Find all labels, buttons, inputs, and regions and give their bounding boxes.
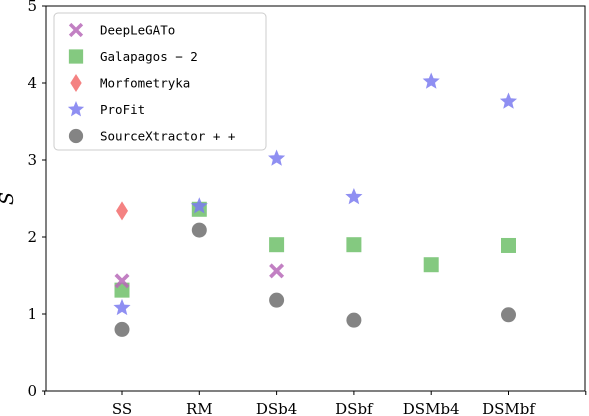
legend-marker-diamond <box>70 73 82 93</box>
plot-area <box>45 5 586 392</box>
data-point-circle <box>114 321 130 337</box>
data-point-circle <box>501 307 516 323</box>
legend-marker-square <box>68 49 84 64</box>
legend-marker-circle <box>68 128 84 144</box>
y-axis-title: S <box>0 192 18 205</box>
y-tick-label: 4 <box>27 74 37 92</box>
data-point-star <box>499 92 518 109</box>
data-point-x <box>269 263 285 279</box>
data-point-star <box>113 298 131 316</box>
x-tick-label: DSb4 <box>256 400 297 416</box>
data-point-square <box>346 237 362 253</box>
data-point-star <box>190 197 208 214</box>
data-point-circle <box>269 292 285 308</box>
y-tick-label: 1 <box>27 305 37 323</box>
legend-label: Morfometryka <box>100 76 190 91</box>
legend-label: Galapagos − 2 <box>100 49 198 64</box>
data-point-circle <box>191 222 207 238</box>
x-tick-label: RM <box>186 400 213 416</box>
legend-box <box>53 12 267 151</box>
data-point-diamond <box>116 201 128 221</box>
data-point-square <box>501 237 516 253</box>
plot-frame <box>45 5 586 392</box>
data-point-square <box>423 257 439 273</box>
data-point-star <box>422 72 440 89</box>
y-tick-label: 3 <box>27 151 37 169</box>
data-point-star <box>345 187 363 205</box>
data-markers <box>113 72 518 337</box>
legend-label: ProFit <box>100 102 145 117</box>
legend-label: SourceXtractor + + <box>100 129 235 144</box>
data-point-x <box>114 273 130 289</box>
y-tick-label: 0 <box>27 382 37 400</box>
x-tick-label: DSbf <box>335 400 374 416</box>
data-point-square <box>269 237 285 253</box>
legend: DeepLeGATo Galapagos − 2 Morfometryka ProFi… <box>53 12 267 151</box>
x-tick-label: DSMbf <box>482 400 536 416</box>
data-point-star <box>268 149 286 166</box>
data-point-circle <box>346 312 362 328</box>
y-tick-label: 2 <box>27 228 37 246</box>
x-tick-label: SS <box>112 400 132 416</box>
y-tick-label: 5 <box>27 0 37 15</box>
x-tick-label: DSMb4 <box>403 400 460 416</box>
legend-marker-x <box>68 22 84 38</box>
legend-marker-star <box>67 100 85 117</box>
legend-label: DeepLeGATo <box>100 23 175 38</box>
